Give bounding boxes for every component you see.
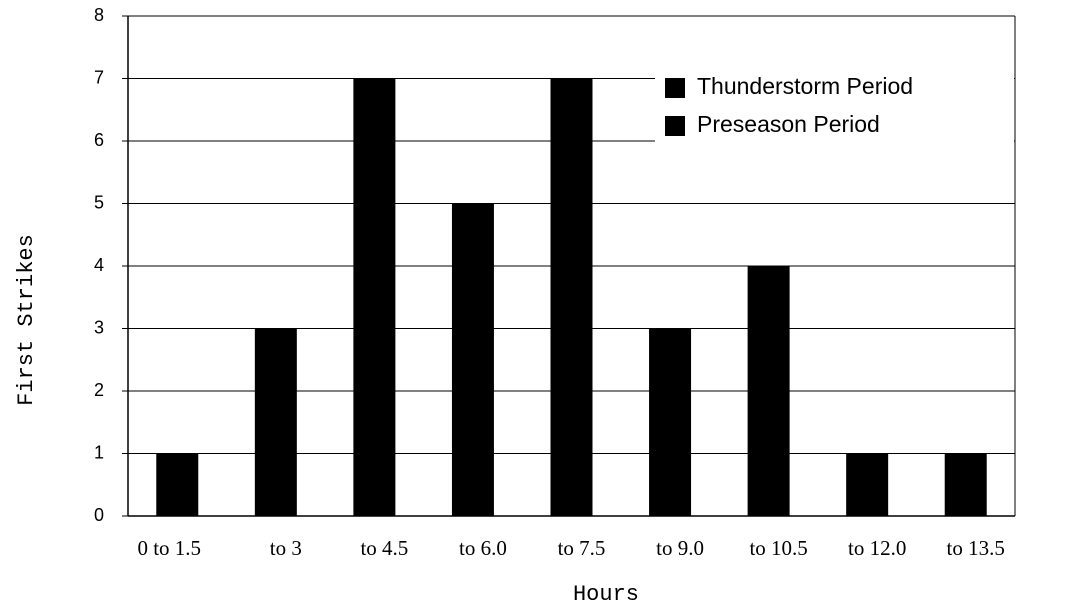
bar (550, 78, 593, 516)
x-tick-label: to 4.5 (360, 536, 408, 560)
legend-swatch (665, 116, 685, 136)
x-tick-label: to 12.0 (848, 536, 906, 560)
bar (747, 266, 790, 516)
x-axis-title: Hours (573, 582, 639, 607)
x-tick-label: to 10.5 (749, 536, 807, 560)
bar (353, 78, 396, 516)
x-tick-label: to 9.0 (656, 536, 704, 560)
legend-swatch (665, 78, 685, 98)
y-tick-label: 5 (94, 192, 104, 212)
bar (944, 453, 987, 516)
x-tick-label: 0 to 1.5 (137, 536, 201, 560)
bar (846, 453, 889, 516)
y-tick-label: 3 (94, 317, 104, 337)
y-tick-label: 0 (94, 505, 104, 525)
y-tick-label: 8 (94, 5, 104, 25)
x-tick-label: to 7.5 (558, 536, 606, 560)
legend-label: Thunderstorm Period (697, 73, 913, 99)
legend-box (655, 70, 1014, 146)
bar (254, 328, 297, 516)
y-axis-title: First Strikes (14, 234, 39, 406)
legend-label: Preseason Period (697, 111, 880, 137)
bar (156, 453, 199, 516)
bar (451, 203, 494, 516)
y-tick-label: 4 (94, 255, 104, 275)
x-tick-label: to 6.0 (459, 536, 507, 560)
bar (649, 328, 692, 516)
x-tick-label: to 3 (270, 536, 302, 560)
y-tick-label: 1 (94, 442, 104, 462)
y-tick-label: 2 (94, 380, 104, 400)
x-tick-label: to 13.5 (947, 536, 1005, 560)
y-tick-label: 7 (94, 67, 104, 87)
y-tick-label: 6 (94, 130, 104, 150)
